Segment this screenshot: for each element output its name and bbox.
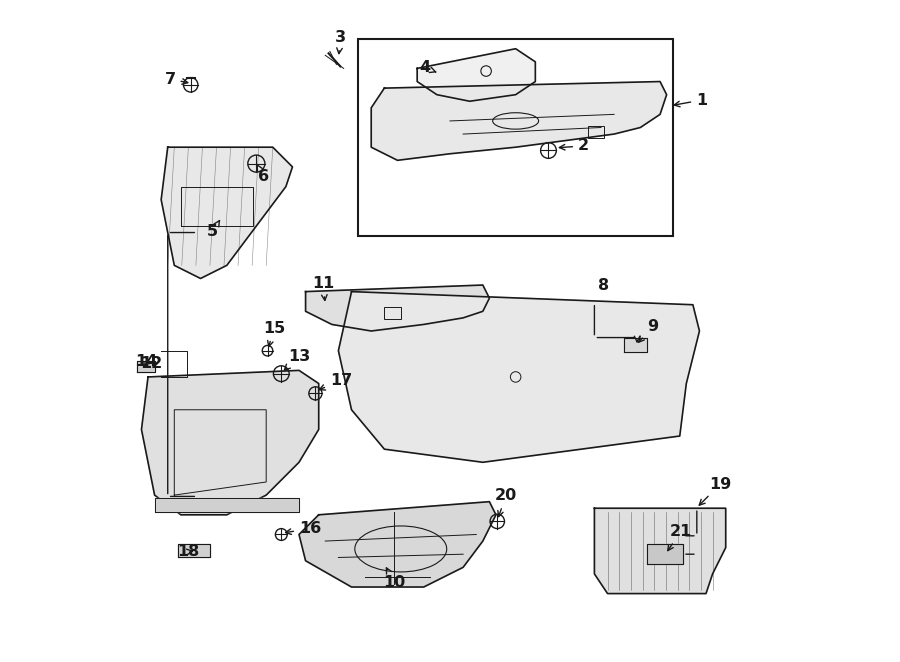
Text: 15: 15 [263,321,285,346]
Text: 17: 17 [320,373,352,390]
Text: 1: 1 [674,93,707,107]
Text: 3: 3 [335,30,346,54]
Text: 9: 9 [639,319,658,342]
Text: 8: 8 [598,277,609,293]
Polygon shape [299,502,496,587]
Text: 13: 13 [284,348,310,370]
Polygon shape [137,361,155,371]
Text: 2: 2 [559,138,590,154]
Text: 5: 5 [207,220,220,239]
Text: 18: 18 [177,544,200,559]
Text: 20: 20 [495,489,517,516]
Polygon shape [161,147,292,279]
Text: 6: 6 [256,164,269,184]
Text: 7: 7 [165,71,188,87]
Polygon shape [177,544,211,557]
Polygon shape [647,544,683,564]
Text: 4: 4 [419,60,436,75]
Polygon shape [155,498,299,512]
Text: 21: 21 [668,524,692,551]
Polygon shape [306,285,490,331]
Text: 11: 11 [312,276,335,301]
Polygon shape [371,81,667,160]
Text: 19: 19 [699,477,732,505]
Bar [588,126,604,138]
Text: 14: 14 [135,354,158,369]
Polygon shape [141,370,319,515]
Text: 16: 16 [285,521,321,536]
Polygon shape [624,338,647,352]
Polygon shape [338,292,699,462]
FancyBboxPatch shape [358,39,673,236]
Bar [384,307,400,318]
Polygon shape [418,49,536,101]
Polygon shape [594,508,725,594]
Text: 10: 10 [383,568,405,590]
Text: 12: 12 [140,356,162,371]
